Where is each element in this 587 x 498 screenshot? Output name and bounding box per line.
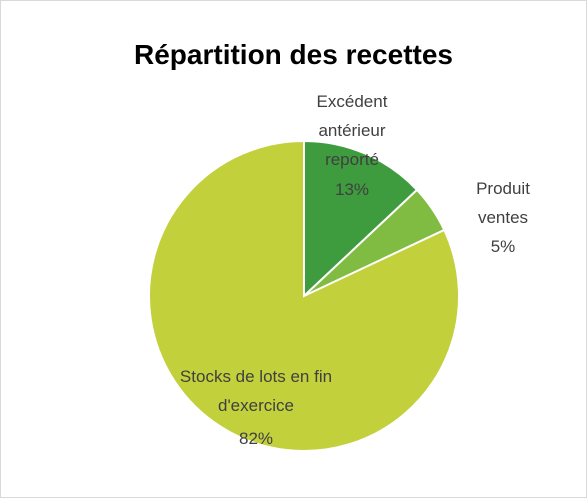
- data-label-category: Produit ventes: [476, 179, 530, 227]
- data-label-category: Excédent antérieur reporté: [316, 92, 388, 169]
- data-label-value: 13%: [334, 180, 370, 199]
- pie-slice: [303, 139, 419, 299]
- data-label-value: 5%: [490, 237, 516, 256]
- data-label-category: Stocks de lots en fin d'exercice: [179, 367, 333, 415]
- chart-title: Répartition des recettes: [134, 39, 453, 70]
- data-label-value: 82%: [238, 429, 274, 448]
- pie-slice: [148, 139, 460, 452]
